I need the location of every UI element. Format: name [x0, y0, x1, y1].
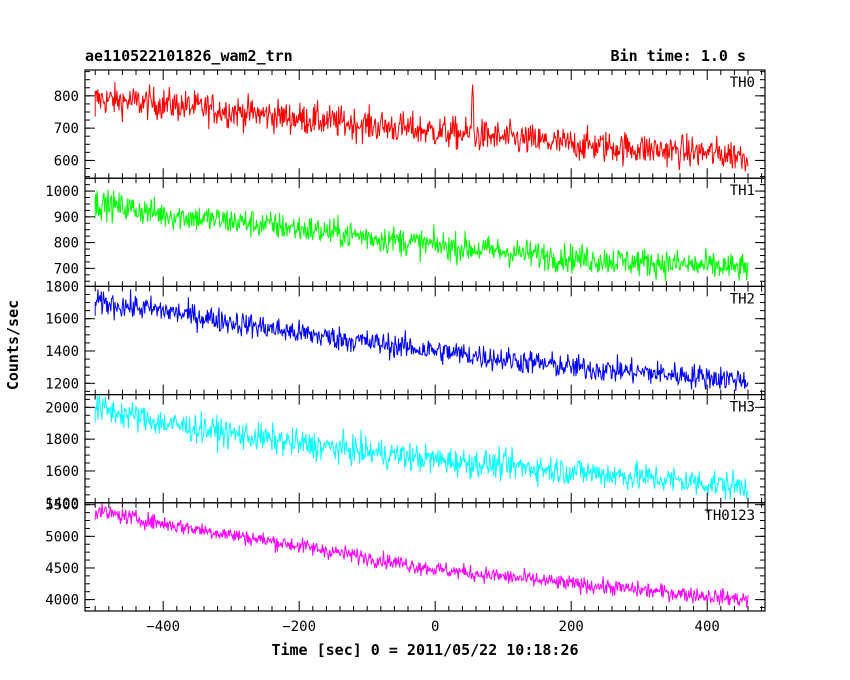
- series-line-th1: [94, 189, 749, 282]
- panels-group: 600 700 800 TH0 700 800 900 1000 TH1 1200 1400 1600…: [45, 69, 766, 635]
- x-tick-label: −200: [282, 619, 316, 635]
- y-tick-label: 4000: [45, 593, 79, 609]
- y-tick-label: 1400: [45, 496, 79, 512]
- x-axis-label: Time [sec] 0 = 2011/05/22 10:18:26: [271, 641, 578, 659]
- series-line-th0: [94, 81, 749, 172]
- y-tick-label: 600: [54, 153, 79, 169]
- y-tick-label: 1800: [45, 432, 79, 448]
- x-tick-label: −400: [146, 619, 180, 635]
- panel-frame: [84, 69, 766, 179]
- y-tick-label: 1600: [45, 312, 79, 328]
- y-tick-label: 1400: [45, 344, 79, 360]
- y-tick-label: 4500: [45, 561, 79, 577]
- y-tick-label: 900: [54, 210, 79, 226]
- y-tick-label: 800: [54, 236, 79, 252]
- y-axis-label: Counts/sec: [4, 300, 22, 390]
- y-tick-label: 1600: [45, 464, 79, 480]
- panel-frame: [84, 502, 766, 612]
- series-line-th0123: [94, 502, 749, 608]
- x-tick-label: 0: [431, 619, 439, 635]
- panel-label-th3: TH3: [730, 400, 755, 416]
- series-line-th3: [94, 394, 749, 500]
- panel-label-th2: TH2: [730, 291, 755, 307]
- y-tick-label: 1000: [45, 184, 79, 200]
- y-tick-label: 800: [54, 89, 79, 105]
- panel-label-th0: TH0: [730, 75, 755, 91]
- panel-label-th0123: TH0123: [704, 508, 755, 524]
- y-tick-label: 700: [54, 261, 79, 277]
- y-tick-label: 2000: [45, 400, 79, 416]
- panel-frame: [84, 285, 766, 396]
- y-tick-label: 1200: [45, 376, 79, 392]
- y-tick-label: 700: [54, 121, 79, 137]
- y-tick-label: 1800: [45, 279, 79, 295]
- bin-time-label: Bin time: 1.0 s: [611, 47, 746, 65]
- series-line-th2: [94, 289, 749, 392]
- y-tick-label: 5000: [45, 529, 79, 545]
- y-tick-label: 5500: [45, 498, 79, 514]
- x-tick-label: 400: [695, 619, 720, 635]
- chart-title: ae110522101826_wam2_trn: [85, 47, 293, 65]
- panel-label-th1: TH1: [730, 183, 755, 199]
- x-tick-label: 200: [559, 619, 584, 635]
